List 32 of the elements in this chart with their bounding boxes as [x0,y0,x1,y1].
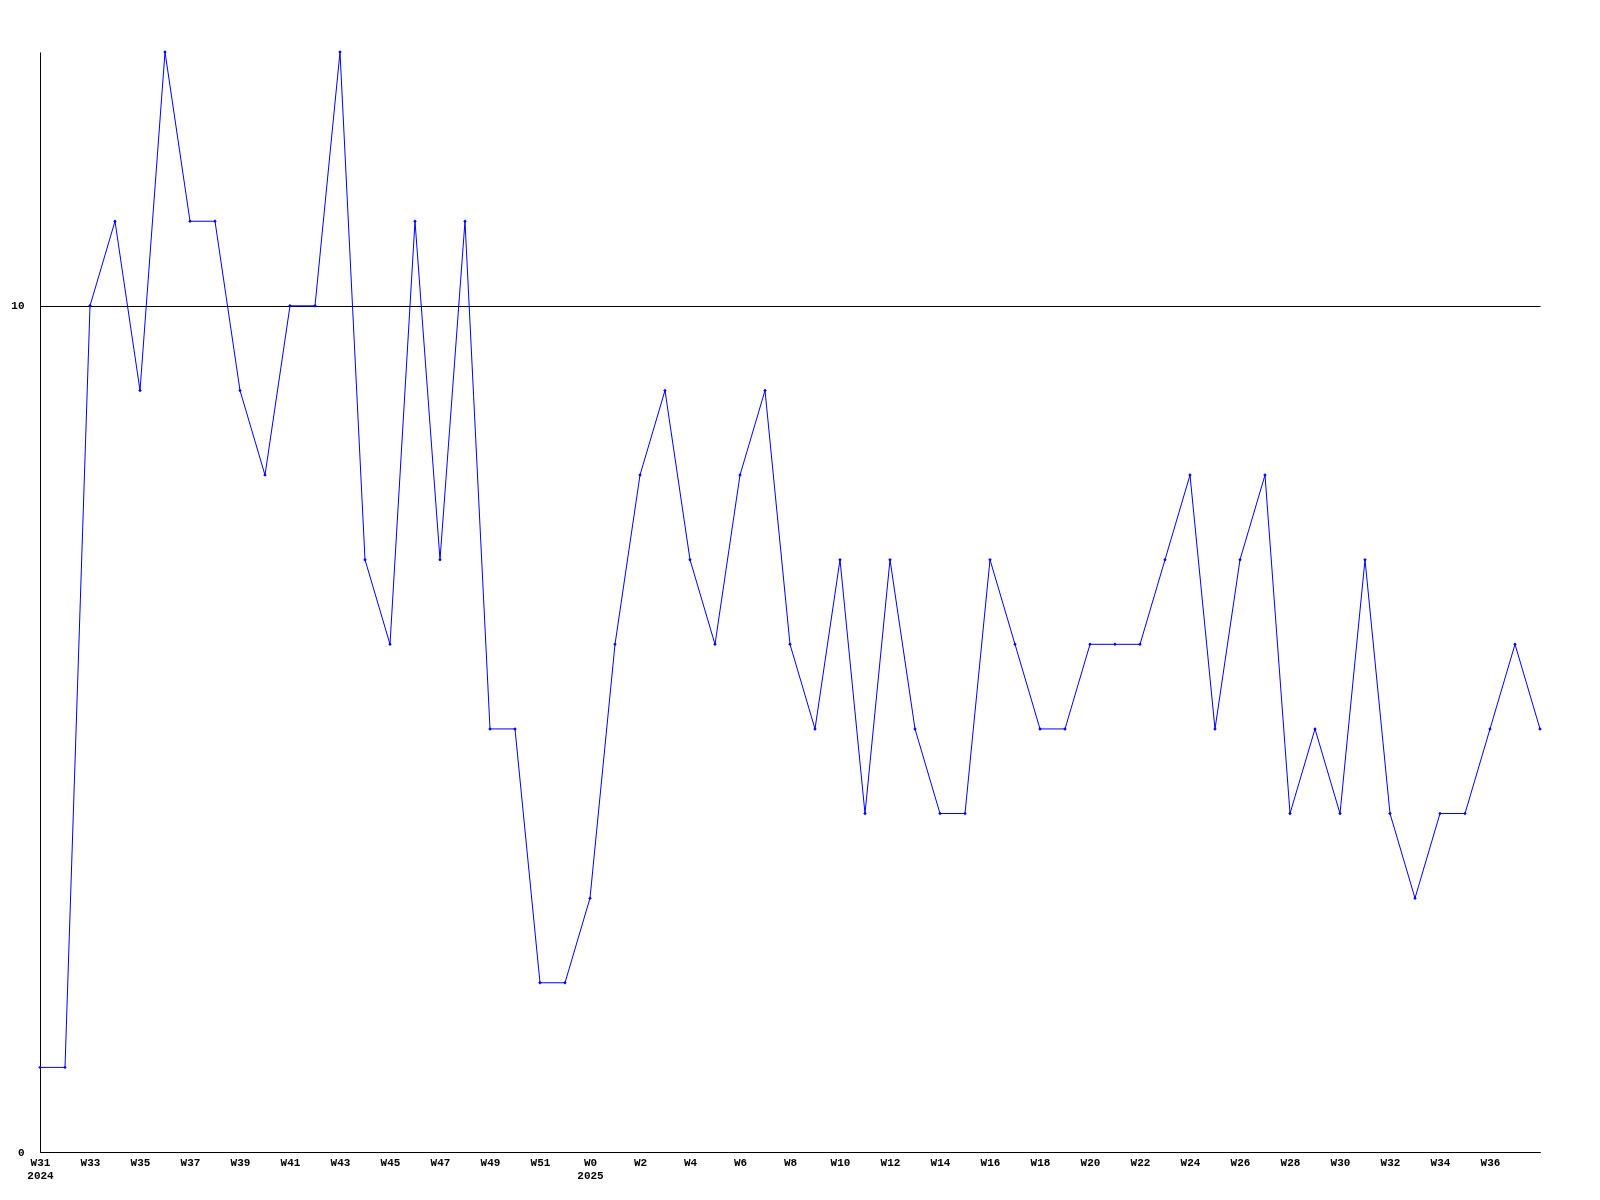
x-tick-label: W33 [80,1156,101,1169]
x-tick-label: W12 [880,1156,901,1169]
x-tick-label: W22 [1130,1156,1151,1169]
x-tick-label: W2 [633,1156,648,1169]
x-tick-label: W36 [1480,1156,1501,1169]
x-tick-label: W6 [733,1156,748,1169]
x-tick-label: W49 [480,1156,501,1169]
x-tick-label: W0 2025 [577,1156,605,1182]
x-tick-label: W10 [830,1156,851,1169]
x-tick-label: W37 [180,1156,201,1169]
x-tick-label: W8 [783,1156,798,1169]
x-tick-label: W43 [330,1156,351,1169]
x-tick-label: W47 [430,1156,451,1169]
x-tick-label: W20 [1080,1156,1101,1169]
x-tick-label: W45 [380,1156,401,1169]
y-tick-label: 0 [17,1146,25,1159]
x-tick-label: W39 [230,1156,251,1169]
x-tick-label: W30 [1330,1156,1351,1169]
x-tick-label: W35 [130,1156,151,1169]
x-tick-label: W14 [930,1156,951,1169]
x-tick-label: W26 [1230,1156,1251,1169]
x-tick-label: W32 [1380,1156,1401,1169]
x-tick-label: W41 [280,1156,301,1169]
x-tick-label: W18 [1030,1156,1051,1169]
x-tick-label: W24 [1180,1156,1201,1169]
y-tick-label: 10 [11,300,25,313]
x-tick-label: W28 [1280,1156,1301,1169]
x-tick-label: W4 [683,1156,698,1169]
x-tick-label: W51 [530,1156,551,1169]
x-tick-label: W34 [1430,1156,1451,1169]
x-tick-label: W31 2024 [27,1156,55,1182]
x-tick-label: W16 [980,1156,1001,1169]
